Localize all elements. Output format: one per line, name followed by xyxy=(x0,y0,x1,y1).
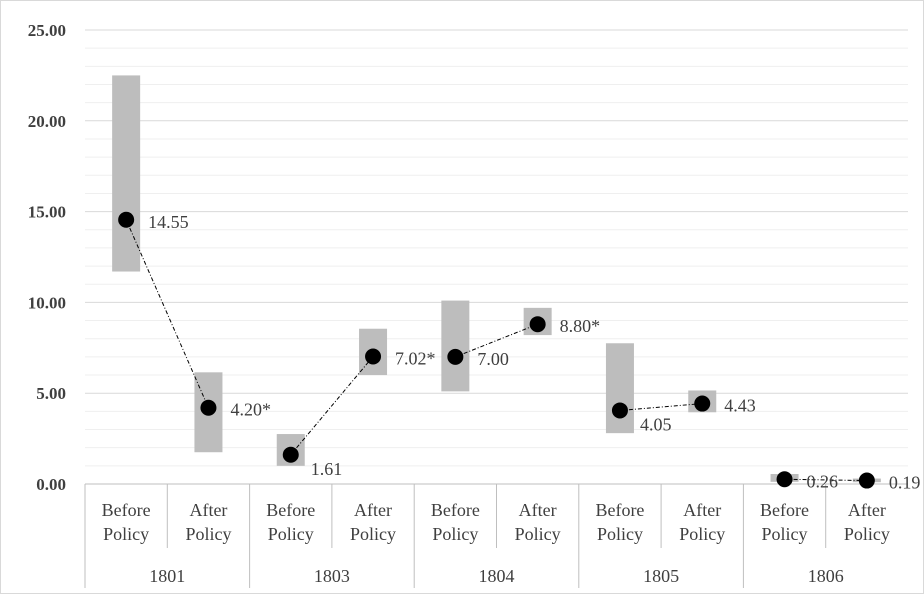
category-label: Policy xyxy=(268,524,314,544)
group-label: 1801 xyxy=(149,566,185,586)
y-tick-label: 15.00 xyxy=(28,203,66,222)
data-point xyxy=(200,399,217,416)
y-tick-label: 20.00 xyxy=(28,112,66,131)
data-label: 4.43 xyxy=(724,396,756,416)
connector-lines xyxy=(125,219,867,482)
range-bar xyxy=(112,75,141,272)
category-label: Before xyxy=(760,500,809,520)
category-label: Before xyxy=(266,500,315,520)
group-label: 1803 xyxy=(314,566,350,586)
range-bar xyxy=(441,300,470,392)
data-point xyxy=(118,211,135,228)
data-label: 0.19 xyxy=(889,473,921,493)
data-point xyxy=(365,348,382,365)
group-label: 1804 xyxy=(479,566,515,586)
data-point xyxy=(694,395,711,412)
data-point xyxy=(447,348,464,365)
category-label: Policy xyxy=(185,524,231,544)
connector-line xyxy=(455,323,538,358)
category-label: Before xyxy=(431,500,480,520)
data-point xyxy=(529,316,546,333)
data-label: 4.20* xyxy=(230,400,271,420)
category-label: Policy xyxy=(597,524,643,544)
data-labels: 14.55 4.20* 1.61 7.02* 7.00 8.80* 4.05 4.43 0.26… xyxy=(148,212,920,493)
y-axis-tick-labels: 0.00 5.00 10.00 15.00 20.00 25.00 xyxy=(28,21,66,494)
data-label: 14.55 xyxy=(148,212,189,232)
data-label: 0.26 xyxy=(807,471,839,491)
category-label: After xyxy=(354,500,392,520)
data-point xyxy=(282,446,299,463)
data-label: 8.80* xyxy=(560,316,601,336)
category-label: Policy xyxy=(103,524,149,544)
group-label: 1805 xyxy=(643,566,679,586)
data-point xyxy=(611,402,628,419)
data-points xyxy=(118,211,875,489)
y-tick-label: 10.00 xyxy=(28,293,66,312)
data-label: 7.02* xyxy=(395,349,436,369)
category-axis: 1801 Before Policy After Policy 1803 Before Pol… xyxy=(84,483,908,588)
category-label: After xyxy=(848,500,886,520)
category-label: Before xyxy=(102,500,151,520)
data-label: 1.61 xyxy=(311,459,343,479)
category-label: Policy xyxy=(762,524,808,544)
data-label: 4.05 xyxy=(640,414,672,434)
range-bar xyxy=(605,343,634,434)
category-label: After xyxy=(519,500,557,520)
category-label: Before xyxy=(595,500,644,520)
data-point xyxy=(776,471,793,488)
y-tick-label: 5.00 xyxy=(36,384,66,403)
category-label: After xyxy=(189,500,227,520)
category-label: Policy xyxy=(844,524,890,544)
category-label: Policy xyxy=(515,524,561,544)
category-label: Policy xyxy=(679,524,725,544)
data-point xyxy=(858,472,875,489)
group-label: 1806 xyxy=(808,566,844,586)
data-label: 7.00 xyxy=(477,349,509,369)
y-tick-label: 25.00 xyxy=(28,21,66,40)
category-label: After xyxy=(683,500,721,520)
y-tick-label: 0.00 xyxy=(36,475,66,494)
connector-line xyxy=(125,219,209,408)
connector-line xyxy=(290,356,374,456)
category-label: Policy xyxy=(432,524,478,544)
category-label: Policy xyxy=(350,524,396,544)
